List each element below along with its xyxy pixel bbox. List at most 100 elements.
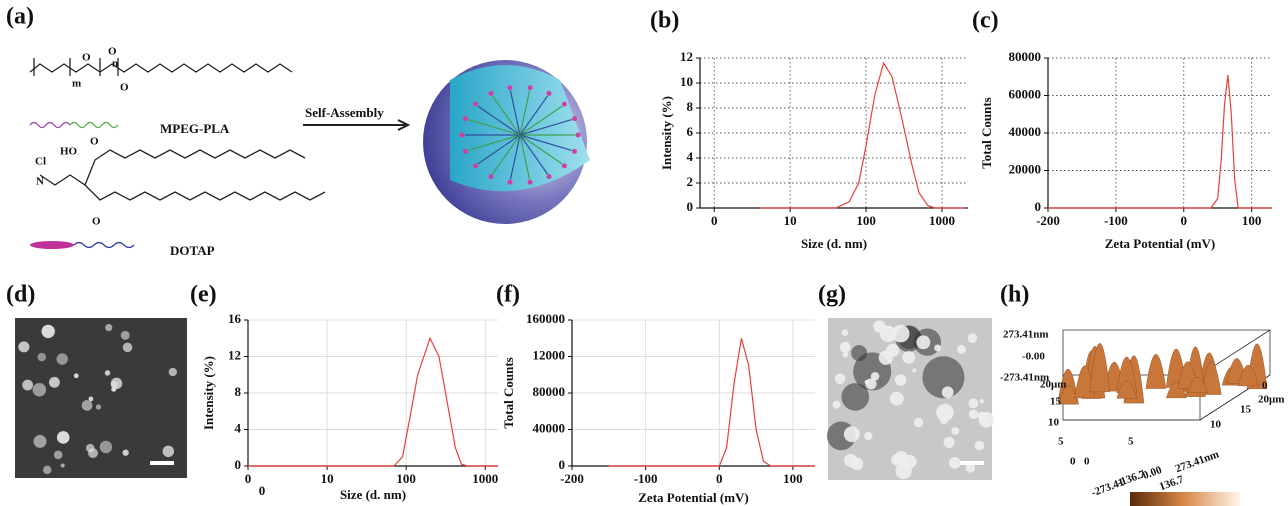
particle xyxy=(105,324,112,331)
x-tick-label: 0 xyxy=(711,213,718,228)
y-label: 5 xyxy=(1058,436,1064,448)
particle xyxy=(96,404,101,409)
panel-label: (g) xyxy=(818,282,846,308)
atom: N xyxy=(36,176,44,188)
particle xyxy=(934,345,941,352)
particle xyxy=(57,353,68,364)
particle xyxy=(890,392,904,406)
label: MPEG-PLA xyxy=(160,121,230,136)
panel-label: (c) xyxy=(972,8,999,34)
x-tick-label: -100 xyxy=(634,471,658,486)
particle xyxy=(968,398,978,408)
y-tick-label: 2 xyxy=(687,174,694,189)
data-line xyxy=(1048,75,1272,208)
x-tick-label: 1000 xyxy=(929,213,955,228)
y-label: 0 xyxy=(1070,456,1076,468)
atom: O xyxy=(82,52,91,64)
particle xyxy=(45,327,50,332)
data-line xyxy=(248,338,498,466)
y-tick-label: 160000 xyxy=(526,311,565,326)
particle xyxy=(163,446,174,457)
y-tick-label: 8 xyxy=(235,384,242,399)
particle xyxy=(916,335,930,349)
panel-label: (h) xyxy=(1000,282,1029,308)
label: DOTAP xyxy=(170,243,215,258)
head xyxy=(576,133,581,138)
head xyxy=(572,116,577,121)
colorbar-label: 136.7 xyxy=(1158,473,1186,493)
particle xyxy=(975,441,985,451)
particle xyxy=(111,387,116,392)
particle xyxy=(851,457,864,470)
particle xyxy=(22,380,33,391)
dotap-structure xyxy=(85,185,325,200)
colorbar-label: 273.41nm xyxy=(1174,448,1221,475)
atom: Cl xyxy=(35,156,46,168)
particle xyxy=(123,450,129,456)
particle xyxy=(840,342,851,353)
particle xyxy=(902,351,915,364)
x-label: 15 xyxy=(1240,404,1252,416)
atom: HO xyxy=(60,146,78,158)
label: Self-Assembly xyxy=(305,105,384,120)
particle xyxy=(34,435,47,448)
particle xyxy=(88,448,98,458)
y-tick-label: 10 xyxy=(680,74,693,89)
y-label: 15 xyxy=(1050,396,1062,408)
data-line xyxy=(609,338,815,466)
particle xyxy=(944,437,955,448)
particle xyxy=(881,324,886,329)
x-axis-label: Size (d. nm) xyxy=(801,236,867,251)
z-label: 273.41nm xyxy=(1003,329,1049,341)
x-label: 5 xyxy=(1128,436,1134,448)
stain xyxy=(841,383,869,411)
x-tick-label: 10 xyxy=(784,213,797,228)
particle xyxy=(879,351,893,365)
x-tick-label: 100 xyxy=(1242,213,1262,228)
particle xyxy=(100,441,112,453)
particle xyxy=(942,386,954,398)
particle xyxy=(121,331,130,340)
particle xyxy=(43,466,51,474)
atom: O xyxy=(92,216,101,228)
y-tick-label: 0 xyxy=(559,457,566,472)
y-tick-label: 0 xyxy=(235,457,242,472)
x-tick-label: -200 xyxy=(1036,213,1060,228)
particle xyxy=(844,426,860,442)
y-tick-label: 20000 xyxy=(1009,161,1042,176)
x-axis-label: Zeta Potential (mV) xyxy=(1105,236,1215,251)
particle xyxy=(912,368,916,372)
y-tick-label: 6 xyxy=(687,124,694,139)
particle xyxy=(979,399,983,403)
bracket xyxy=(34,58,118,76)
head xyxy=(562,102,567,107)
x-tick-label: -100 xyxy=(1104,213,1128,228)
atom: n xyxy=(112,58,118,70)
mpeg-pla-icon xyxy=(70,123,118,128)
particle xyxy=(949,457,961,469)
head xyxy=(473,163,478,168)
particle xyxy=(891,454,903,466)
page: (a) (b) (c) (d) (e) (f) (g) (h) O O m O … xyxy=(0,0,1288,506)
particle xyxy=(978,411,987,420)
particle xyxy=(38,353,47,362)
y-tick-label: 40000 xyxy=(533,420,566,435)
y-tick-label: 80000 xyxy=(1009,49,1042,64)
head xyxy=(460,133,465,138)
particle xyxy=(57,431,70,444)
head xyxy=(507,85,512,90)
head xyxy=(507,180,512,185)
annotation: 0 xyxy=(259,483,266,498)
particle xyxy=(895,374,907,386)
particle xyxy=(49,377,60,388)
panel-label: (a) xyxy=(6,4,34,30)
particle xyxy=(983,420,989,426)
head xyxy=(547,91,552,96)
x-label: 20μm xyxy=(1258,394,1284,406)
dotap-icon xyxy=(74,243,134,248)
panel-label: (b) xyxy=(650,8,679,34)
y-axis-label: Total Counts xyxy=(979,97,994,168)
panel-label: (f) xyxy=(496,282,520,308)
particle xyxy=(123,343,133,353)
x-axis-label: Zeta Potential (mV) xyxy=(638,490,748,505)
